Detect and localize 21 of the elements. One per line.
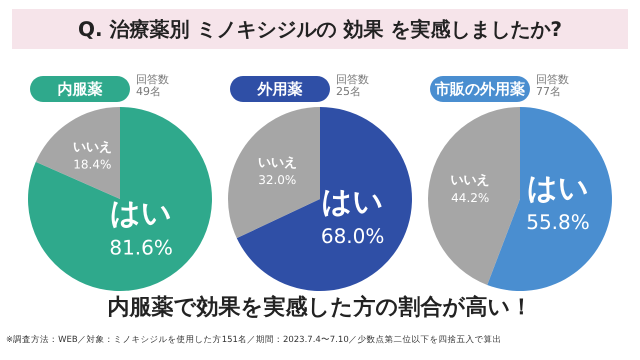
slice-label: はい (110, 196, 172, 232)
data-label: 18.4% (73, 158, 112, 172)
data-label: 55.8% (526, 210, 590, 234)
slice-label: いいえ (72, 140, 112, 155)
chart-subtitle: 回答数 49名 (136, 73, 169, 98)
data-label: 81.6% (109, 236, 173, 260)
chart-subtitle: 回答数 25名 (336, 73, 369, 98)
data-label: 44.2% (451, 190, 490, 205)
text: ※調査方法：WEB／対象：ミノキシジルを使用した方151名／期間：2023.7.4〜7.10／少数点第二位以下を四捨五入で算出 (6, 334, 502, 346)
chart-title: 内服薬 (30, 76, 130, 102)
slice-label: はい (527, 170, 589, 206)
chart-title: 市販の外用薬 (430, 76, 530, 102)
chart-title: 外用薬 (230, 76, 330, 102)
text: Q. 治療薬別 ミノキシジルの 効果 を実感しましたか? (12, 9, 628, 49)
text: 内服薬で効果を実感した方の割合が高い！ (106, 294, 534, 322)
slice-label: はい (322, 184, 384, 220)
slice-label: いいえ (258, 155, 297, 170)
chart-subtitle: 回答数 77名 (536, 73, 569, 98)
slice-label: いいえ (450, 173, 490, 188)
data-label: 32.0% (258, 173, 296, 188)
data-label: 68.0% (320, 224, 384, 248)
